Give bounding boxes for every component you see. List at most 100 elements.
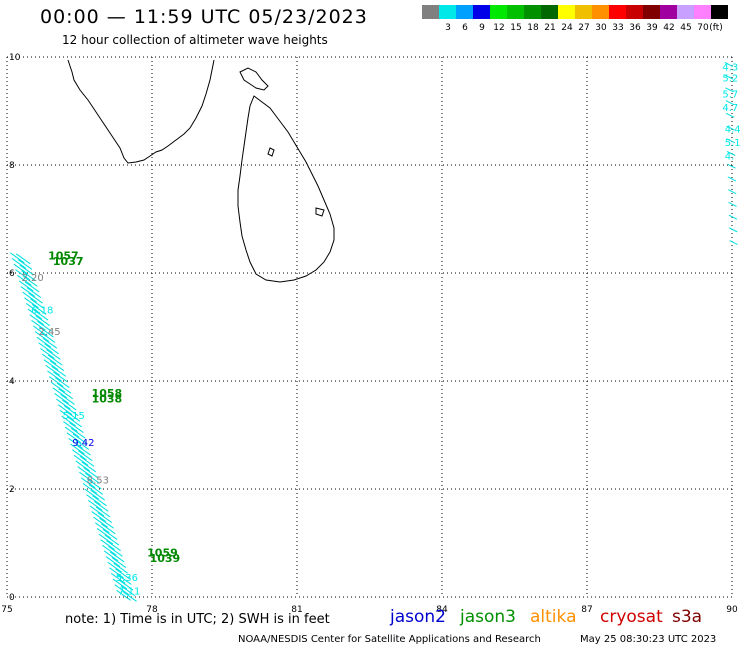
track-sample bbox=[66, 432, 82, 444]
wave-height-value: 7.11 bbox=[118, 586, 140, 597]
track-sample bbox=[65, 410, 81, 422]
colorbar-swatch bbox=[660, 5, 677, 19]
island-1 bbox=[267, 147, 275, 157]
track-sample bbox=[30, 298, 45, 310]
track-sample bbox=[71, 449, 87, 461]
track-sample bbox=[40, 332, 56, 343]
track-sample bbox=[726, 138, 736, 144]
track-sample bbox=[38, 342, 53, 354]
lon-tick-label: 75 bbox=[1, 605, 12, 615]
wave-height-values: 2.20 6.18 2.45 5.15 9.42 8.53 5.36 7.11 4.35.2 5.… bbox=[22, 63, 740, 598]
track-sample bbox=[31, 319, 46, 331]
track-sample bbox=[70, 443, 85, 455]
lat-lon-grid bbox=[6, 56, 733, 598]
colorbar-swatch bbox=[439, 5, 456, 19]
wave-height-value: 5.2 bbox=[722, 73, 738, 84]
track-sample bbox=[47, 354, 63, 366]
lat-tick-label: 10 bbox=[9, 53, 21, 63]
pass-number-label: 1039 bbox=[150, 552, 181, 565]
track-sample bbox=[54, 377, 70, 388]
colorbar-swatch bbox=[541, 5, 558, 19]
sri-lanka-coastline bbox=[237, 95, 335, 283]
pass-number-label: 1059 bbox=[147, 547, 178, 560]
track-sample bbox=[729, 227, 738, 233]
track-sample bbox=[98, 533, 114, 545]
track-sample bbox=[728, 201, 737, 207]
track-sample bbox=[99, 517, 114, 529]
track-sample bbox=[89, 505, 105, 517]
track-sample bbox=[120, 585, 136, 597]
satellite-track bbox=[9, 61, 738, 602]
track-sample bbox=[725, 100, 735, 106]
track-sample bbox=[95, 522, 110, 534]
track-sample bbox=[60, 394, 75, 405]
lon-tick-label: 81 bbox=[291, 605, 302, 615]
track-sample bbox=[28, 292, 43, 304]
track-sample bbox=[69, 422, 84, 433]
track-sample bbox=[114, 584, 130, 596]
lat-tick-label: 8 bbox=[9, 161, 15, 171]
track-sample bbox=[728, 214, 738, 220]
track-sample bbox=[112, 578, 128, 590]
track-sample bbox=[24, 297, 39, 309]
island-2 bbox=[315, 207, 325, 217]
wave-height-value: 8.53 bbox=[87, 476, 109, 487]
track-sample bbox=[83, 467, 98, 478]
track-sample bbox=[727, 176, 737, 182]
colorbar-label: 27 bbox=[578, 23, 590, 33]
track-sample bbox=[103, 550, 119, 562]
wave-height-value: 2.20 bbox=[22, 273, 44, 284]
colorbar-swatch bbox=[558, 5, 575, 19]
track-sample bbox=[116, 574, 132, 585]
track-sample bbox=[93, 516, 108, 528]
colorbar-label: 70 bbox=[697, 23, 709, 33]
track-sample bbox=[74, 439, 90, 450]
colorbar-swatch bbox=[609, 5, 626, 19]
track-sample bbox=[57, 404, 73, 416]
pass-number-label: 1057 bbox=[48, 250, 79, 263]
wave-height-value: 5.36 bbox=[116, 573, 138, 584]
track-sample bbox=[52, 387, 68, 399]
track-sample bbox=[33, 309, 49, 321]
satellite-legend-item: s3a bbox=[672, 607, 703, 627]
lat-tick-label: 6 bbox=[9, 269, 15, 279]
wave-height-value: 5.1 bbox=[725, 138, 740, 149]
track-sample bbox=[727, 189, 737, 195]
track-sample bbox=[79, 455, 95, 467]
track-sample bbox=[25, 303, 41, 314]
track-sample bbox=[29, 314, 45, 326]
lon-tick-label: 84 bbox=[436, 605, 448, 615]
track-sample bbox=[122, 590, 137, 602]
colorbar-label: 39 bbox=[646, 23, 658, 33]
wave-height-value: 9.42 bbox=[72, 438, 94, 449]
track-sample bbox=[18, 280, 34, 292]
track-sample bbox=[23, 275, 38, 287]
credit-line: NOAA/NESDIS Center for Satellite Applica… bbox=[238, 634, 541, 645]
lat-tick-label: 0 bbox=[9, 593, 15, 603]
colorbar-label: 45 bbox=[680, 23, 692, 33]
track-sample bbox=[56, 382, 72, 394]
track-sample bbox=[116, 589, 131, 601]
track-sample bbox=[17, 274, 32, 286]
coastline bbox=[67, 59, 335, 283]
colorbar-unit: (ft) bbox=[709, 23, 723, 33]
wave-height-value: 4.7 bbox=[722, 103, 738, 114]
track-sample bbox=[106, 540, 121, 552]
track-sample bbox=[70, 427, 86, 439]
track-sample bbox=[62, 399, 77, 411]
colorbar-swatch bbox=[507, 5, 524, 19]
colorbar-swatch bbox=[456, 5, 473, 19]
track-sample bbox=[77, 466, 92, 477]
pass-number-label: 1058 bbox=[92, 387, 123, 400]
track-sample bbox=[15, 269, 30, 281]
track-sample bbox=[36, 336, 52, 348]
track-sample bbox=[97, 512, 113, 523]
track-sample bbox=[75, 460, 91, 472]
track-sample bbox=[102, 529, 118, 540]
track-sample bbox=[9, 252, 25, 264]
lon-tick-label: 87 bbox=[581, 605, 592, 615]
track-sample bbox=[35, 315, 51, 327]
colorbar-swatch bbox=[626, 5, 643, 19]
track-sample bbox=[109, 551, 125, 563]
